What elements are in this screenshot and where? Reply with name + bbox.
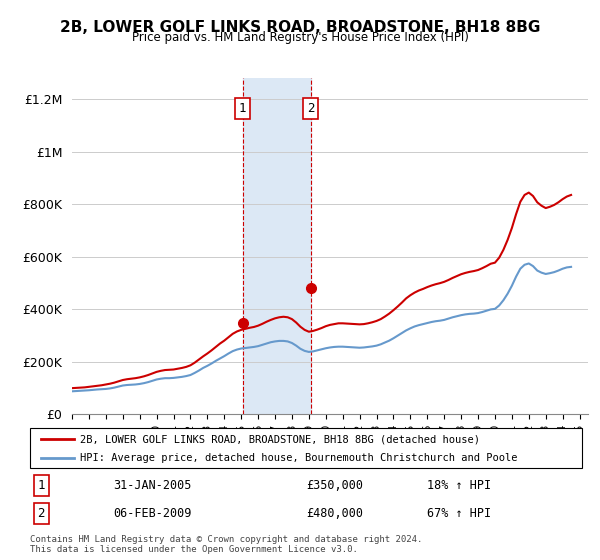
Text: £480,000: £480,000 xyxy=(306,507,363,520)
Text: HPI: Average price, detached house, Bournemouth Christchurch and Poole: HPI: Average price, detached house, Bour… xyxy=(80,453,517,463)
Text: 06-FEB-2009: 06-FEB-2009 xyxy=(113,507,191,520)
Text: 1: 1 xyxy=(239,102,246,115)
Bar xyxy=(242,78,311,414)
Text: Contains HM Land Registry data © Crown copyright and database right 2024.
This d: Contains HM Land Registry data © Crown c… xyxy=(30,535,422,554)
Text: 1: 1 xyxy=(37,479,45,492)
Text: 2: 2 xyxy=(307,102,314,115)
Text: 67% ↑ HPI: 67% ↑ HPI xyxy=(427,507,491,520)
Text: 18% ↑ HPI: 18% ↑ HPI xyxy=(427,479,491,492)
Text: 2B, LOWER GOLF LINKS ROAD, BROADSTONE, BH18 8BG: 2B, LOWER GOLF LINKS ROAD, BROADSTONE, B… xyxy=(60,20,540,35)
Text: £350,000: £350,000 xyxy=(306,479,363,492)
FancyBboxPatch shape xyxy=(30,428,582,468)
Text: 2: 2 xyxy=(37,507,45,520)
Text: 31-JAN-2005: 31-JAN-2005 xyxy=(113,479,191,492)
Text: 2B, LOWER GOLF LINKS ROAD, BROADSTONE, BH18 8BG (detached house): 2B, LOWER GOLF LINKS ROAD, BROADSTONE, B… xyxy=(80,435,479,445)
Text: Price paid vs. HM Land Registry's House Price Index (HPI): Price paid vs. HM Land Registry's House … xyxy=(131,31,469,44)
